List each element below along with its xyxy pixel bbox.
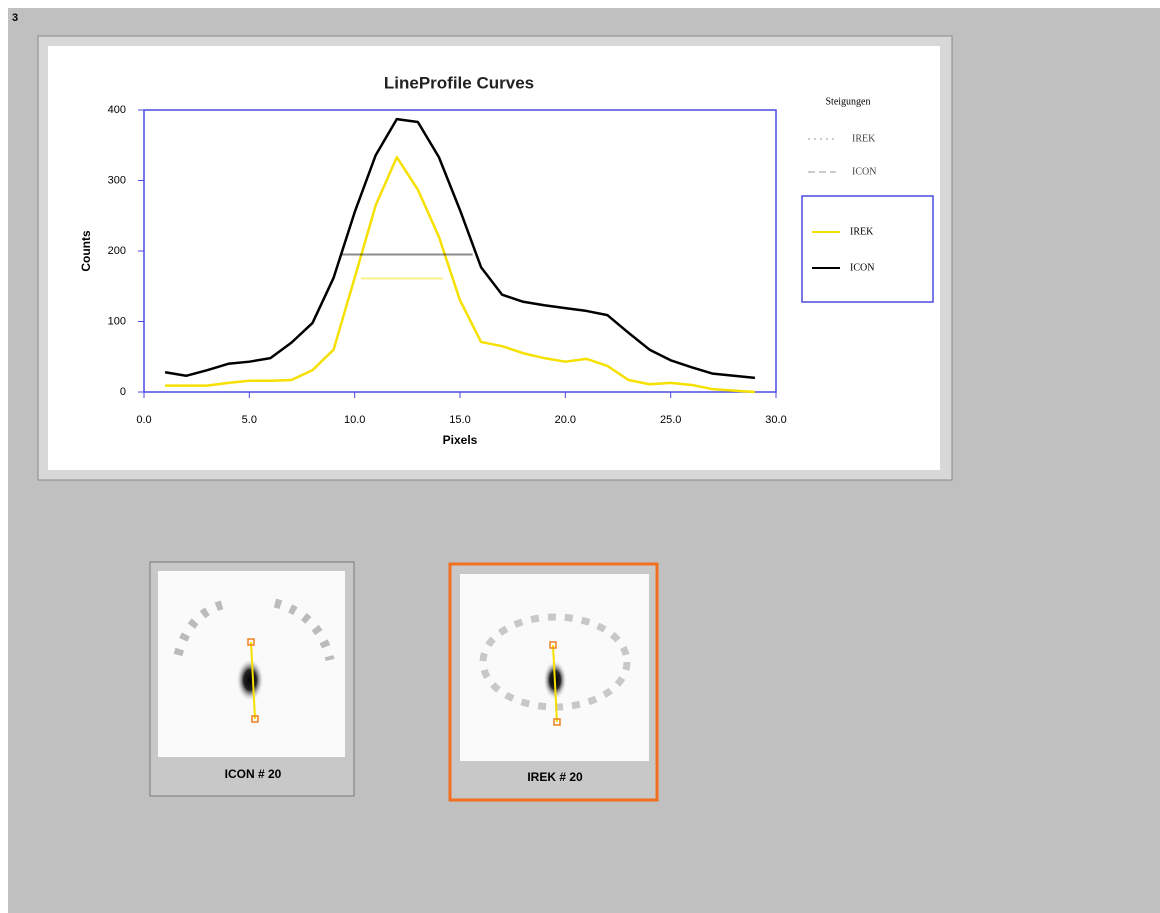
scan-hotspot bbox=[236, 658, 264, 702]
y-tick-label: 100 bbox=[108, 315, 126, 327]
x-tick-label: 30.0 bbox=[765, 414, 786, 426]
legend-label: ICON bbox=[850, 262, 874, 273]
x-tick-label: 5.0 bbox=[242, 414, 257, 426]
y-axis-label: Counts bbox=[79, 230, 93, 272]
profile-handle bbox=[549, 641, 557, 649]
legend-fwhm-label: ICON bbox=[852, 166, 876, 177]
profile-handle bbox=[247, 638, 255, 646]
x-tick-label: 25.0 bbox=[660, 414, 681, 426]
profile-handle bbox=[553, 718, 561, 726]
scan-ring bbox=[479, 613, 631, 711]
legend-label: IREK bbox=[850, 226, 874, 237]
thumbnail[interactable]: ICON # 20 bbox=[149, 561, 355, 797]
x-tick-label: 0.0 bbox=[136, 414, 151, 426]
legend-title: Steigungen bbox=[826, 96, 871, 107]
y-tick-label: 400 bbox=[108, 104, 126, 116]
x-tick-label: 15.0 bbox=[449, 414, 470, 426]
thumbnail[interactable]: IREK # 20 bbox=[448, 562, 659, 802]
y-tick-label: 0 bbox=[120, 386, 126, 398]
legend-entries: IREK ICON bbox=[812, 226, 874, 273]
series-line bbox=[165, 155, 756, 394]
x-tick-label: 10.0 bbox=[344, 414, 365, 426]
thumbnail-label: ICON # 20 bbox=[225, 767, 282, 781]
profile-line bbox=[250, 641, 256, 720]
y-tick-label: 300 bbox=[108, 174, 126, 186]
thumbnail-label: IREK # 20 bbox=[527, 770, 583, 784]
x-axis-label: Pixels bbox=[443, 433, 478, 447]
legend-fwhm-label: IREK bbox=[852, 133, 876, 144]
chart-title: LineProfile Curves bbox=[384, 73, 534, 92]
page-number: 3 bbox=[12, 12, 18, 24]
profile-line bbox=[552, 644, 558, 723]
plot: 0 100 200 300 400 0.0 5.0 10.0 15.0 20.0 25.0 30.0 bbox=[108, 104, 787, 426]
y-tick-label: 200 bbox=[108, 245, 126, 257]
series-line bbox=[164, 117, 756, 380]
profile-handle bbox=[251, 715, 259, 723]
legend bbox=[801, 195, 934, 303]
x-tick-label: 20.0 bbox=[555, 414, 576, 426]
chart-canvas bbox=[48, 46, 940, 470]
